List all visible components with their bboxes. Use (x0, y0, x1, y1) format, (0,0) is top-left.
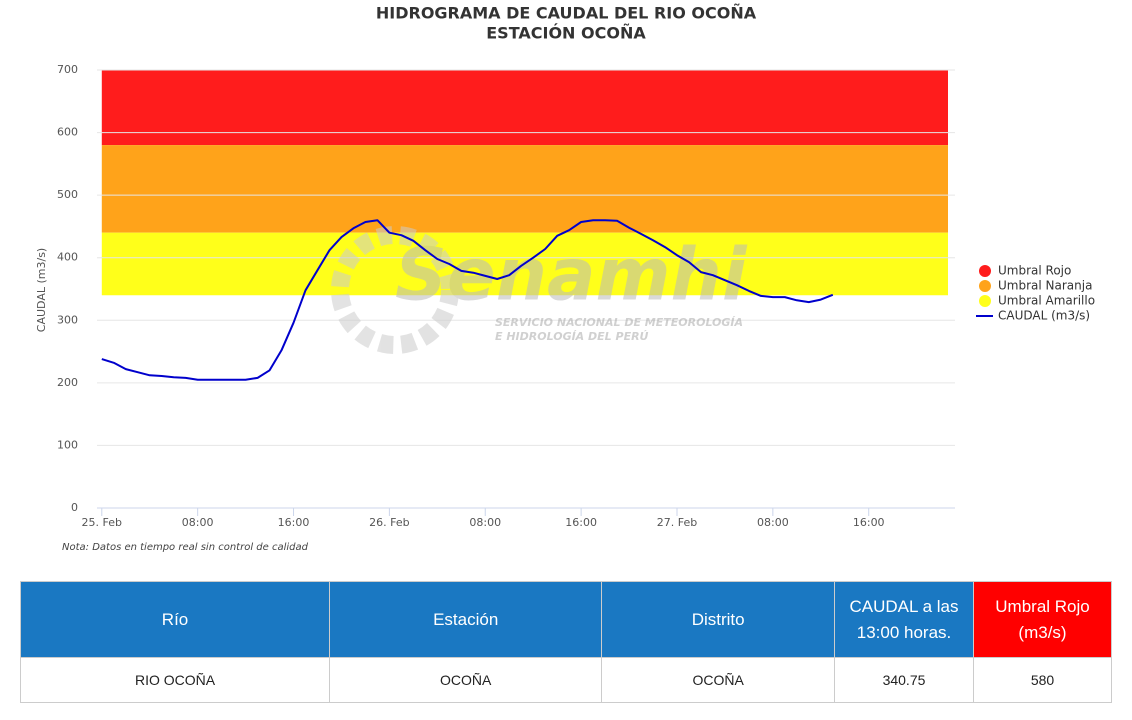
table-header: Río Estación Distrito CAUDAL a las 13:00 ho… (19, 581, 1112, 658)
chart-subtitle: ESTACIÓN OCOÑA (486, 24, 646, 43)
x-tick-label: 26. Feb (369, 516, 409, 529)
y-tick-label: 700 (57, 63, 78, 76)
table-cell: OCOÑA (601, 657, 835, 703)
table-header-cell: CAUDAL a las 13:00 horas. (833, 581, 975, 658)
table-header-cell: Distrito (601, 581, 835, 658)
y-axis-label: CAUDAL (m3/s) (35, 248, 48, 332)
legend-label: Umbral Amarillo (998, 294, 1095, 308)
data-table: Río Estación Distrito CAUDAL a las 13:00 ho… (19, 581, 1112, 703)
y-tick-label: 600 (57, 126, 78, 139)
legend-label: Umbral Rojo (998, 264, 1071, 278)
note: Nota: Datos en tiempo real sin control d… (62, 542, 309, 553)
table-header-cell: Estación (329, 581, 603, 658)
y-tick-label: 0 (71, 501, 78, 514)
legend-marker (979, 295, 991, 307)
y-tick-label: 200 (57, 376, 78, 389)
legend-label: CAUDAL (m3/s) (998, 309, 1090, 323)
y-tick-label: 400 (57, 251, 78, 264)
x-tick-label: 25. Feb (82, 516, 122, 529)
table-row: RIO OCOÑA OCOÑA OCOÑA 340.75 580 (19, 657, 1112, 703)
legend-marker (979, 265, 991, 277)
table-header-cell: Umbral Rojo (m3/s) (973, 581, 1112, 658)
table-cell: 580 (973, 657, 1112, 703)
chart: HIDROGRAMA DE CAUDAL DEL RIO OCOÑA ESTAC… (35, 4, 1095, 554)
x-tick-label: 16:00 (565, 516, 597, 529)
table-cell: 340.75 (833, 657, 975, 703)
x-tick-label: 27. Feb (657, 516, 697, 529)
data-line (101, 219, 834, 381)
legend-marker (979, 280, 991, 292)
x-tick-label: 08:00 (757, 516, 789, 529)
legend-label: Umbral Naranja (998, 279, 1092, 293)
y-tick-label: 500 (57, 188, 78, 201)
x-tick-label: 16:00 (853, 516, 885, 529)
y-tick-label: 300 (57, 313, 78, 326)
watermark-logo: Senamhi (395, 233, 748, 317)
y-tick-label: 100 (57, 438, 78, 451)
watermark-text: SERVICIO NACIONAL DE METEOROLOGÍA (495, 316, 743, 329)
x-tick-label: 16:00 (278, 516, 310, 529)
chart-title: HIDROGRAMA DE CAUDAL DEL RIO OCOÑA (376, 4, 757, 23)
threshold-band (101, 70, 949, 146)
threshold-band (101, 145, 949, 233)
watermark-sun (331, 226, 459, 354)
watermark-text: E HIDROLOGÍA DEL PERÚ (495, 330, 649, 343)
x-tick-label: 08:00 (469, 516, 501, 529)
x-tick-label: 08:00 (182, 516, 214, 529)
table-cell: RIO OCOÑA (19, 657, 331, 703)
table-header-cell: Río (19, 581, 331, 658)
table-cell: OCOÑA (329, 657, 603, 703)
